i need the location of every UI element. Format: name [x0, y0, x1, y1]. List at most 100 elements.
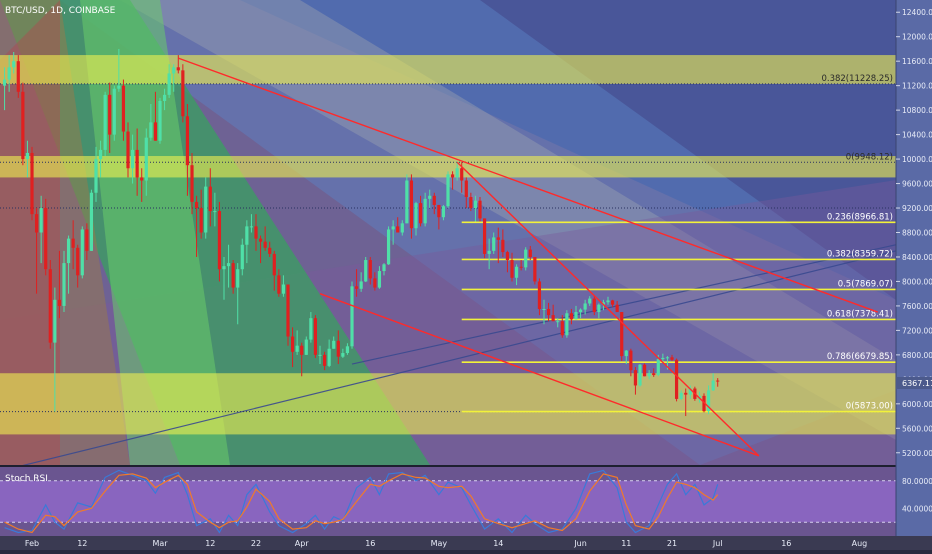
candle-body[interactable]: [405, 180, 409, 224]
candle-body[interactable]: [236, 269, 240, 288]
candle-body[interactable]: [176, 67, 180, 71]
candle-body[interactable]: [569, 313, 574, 320]
candle-body[interactable]: [48, 269, 52, 343]
candle-body[interactable]: [446, 174, 450, 207]
candle-body[interactable]: [428, 195, 432, 199]
candle-body[interactable]: [519, 266, 523, 268]
candle-body[interactable]: [295, 345, 299, 352]
candle-body[interactable]: [281, 284, 286, 294]
candle-body[interactable]: [377, 271, 382, 288]
stoch-rsi-panel[interactable]: [0, 469, 896, 534]
candle-body[interactable]: [546, 308, 551, 316]
candle-body[interactable]: [226, 263, 231, 267]
candle-body[interactable]: [85, 229, 89, 251]
candle-body[interactable]: [565, 313, 569, 336]
candle-body[interactable]: [71, 238, 75, 248]
candle-body[interactable]: [592, 298, 596, 313]
candle-body[interactable]: [711, 380, 715, 391]
candle-body[interactable]: [510, 260, 514, 278]
candle-body[interactable]: [204, 186, 208, 233]
candle-body[interactable]: [583, 303, 587, 310]
candle-body[interactable]: [290, 336, 295, 352]
candle-body[interactable]: [39, 208, 43, 233]
candle-body[interactable]: [391, 226, 395, 230]
candle-body[interactable]: [44, 208, 48, 270]
candle-body[interactable]: [638, 364, 642, 386]
candle-body[interactable]: [414, 203, 418, 229]
candle-body[interactable]: [153, 122, 158, 141]
candle-body[interactable]: [7, 67, 11, 80]
candle-body[interactable]: [181, 70, 185, 117]
trend-line[interactable]: [178, 57, 878, 313]
candle-body[interactable]: [130, 149, 135, 169]
candle-body[interactable]: [441, 206, 446, 218]
candle-body[interactable]: [679, 392, 683, 399]
candle-body[interactable]: [418, 203, 423, 224]
candle-body[interactable]: [450, 174, 455, 178]
candle-body[interactable]: [524, 249, 528, 268]
candle-body[interactable]: [53, 299, 57, 343]
trend-line[interactable]: [456, 161, 760, 457]
candle-body[interactable]: [460, 168, 464, 181]
candle-body[interactable]: [254, 226, 258, 239]
candle-body[interactable]: [615, 304, 619, 313]
candle-body[interactable]: [336, 340, 340, 357]
candle-body[interactable]: [112, 88, 116, 135]
candle-body[interactable]: [610, 300, 615, 305]
candle-body[interactable]: [629, 350, 633, 371]
price-axis[interactable]: [896, 0, 932, 536]
candle-body[interactable]: [272, 253, 276, 276]
candle-body[interactable]: [140, 177, 144, 181]
candle-body[interactable]: [464, 180, 468, 198]
candle-body[interactable]: [661, 357, 665, 360]
candle-body[interactable]: [277, 275, 281, 294]
candle-body[interactable]: [34, 214, 39, 233]
candle-body[interactable]: [57, 299, 62, 306]
candle-body[interactable]: [597, 304, 601, 313]
candle-body[interactable]: [144, 137, 148, 181]
candle-body[interactable]: [66, 238, 71, 264]
candle-body[interactable]: [716, 380, 720, 382]
candle-body[interactable]: [652, 373, 656, 376]
candle-body[interactable]: [560, 321, 564, 336]
candle-body[interactable]: [702, 395, 706, 412]
candle-body[interactable]: [437, 204, 441, 218]
candle-body[interactable]: [537, 281, 542, 309]
candle-body[interactable]: [556, 321, 560, 323]
candle-body[interactable]: [487, 250, 491, 254]
candle-body[interactable]: [656, 359, 660, 376]
candle-body[interactable]: [350, 286, 354, 347]
candle-body[interactable]: [263, 241, 267, 248]
candle-body[interactable]: [108, 94, 112, 135]
candle-body[interactable]: [21, 91, 25, 160]
candle-body[interactable]: [304, 339, 308, 355]
candle-body[interactable]: [478, 200, 482, 219]
candle-body[interactable]: [185, 116, 190, 166]
candle-body[interactable]: [309, 318, 313, 340]
candle-body[interactable]: [684, 392, 688, 395]
candle-body[interactable]: [674, 359, 679, 399]
candle-body[interactable]: [620, 312, 624, 357]
candle-body[interactable]: [578, 309, 583, 313]
candles[interactable]: [2, 48, 720, 417]
candle-body[interactable]: [313, 318, 318, 355]
candle-body[interactable]: [217, 211, 222, 270]
candle-body[interactable]: [496, 237, 500, 240]
candle-body[interactable]: [601, 302, 606, 305]
candle-body[interactable]: [514, 266, 519, 278]
candle-body[interactable]: [469, 197, 473, 209]
candle-body[interactable]: [533, 256, 537, 282]
candle-body[interactable]: [588, 298, 592, 304]
candle-body[interactable]: [240, 244, 244, 270]
candle-body[interactable]: [16, 61, 20, 92]
candle-body[interactable]: [2, 79, 7, 86]
candle-body[interactable]: [231, 263, 235, 288]
candle-body[interactable]: [300, 345, 304, 355]
candle-body[interactable]: [386, 229, 391, 265]
candle-body[interactable]: [368, 260, 372, 279]
candle-body[interactable]: [258, 238, 263, 242]
candle-body[interactable]: [665, 357, 670, 359]
candle-body[interactable]: [213, 211, 217, 213]
candle-body[interactable]: [642, 364, 647, 377]
candle-body[interactable]: [76, 247, 80, 276]
